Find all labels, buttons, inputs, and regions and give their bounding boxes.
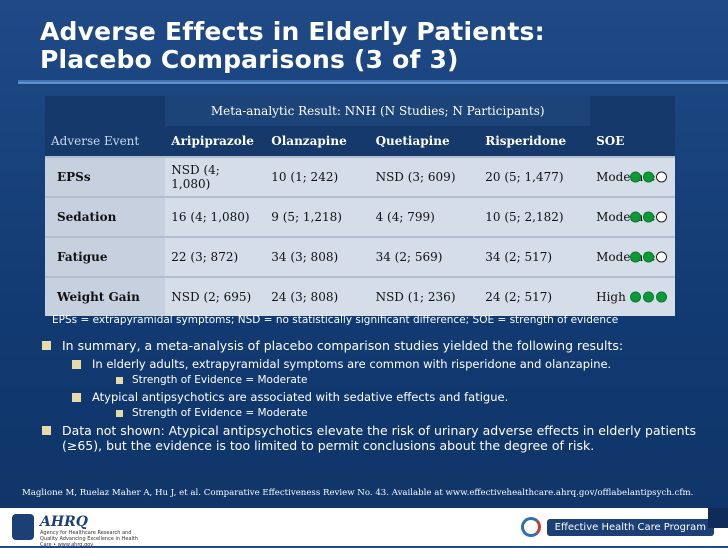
- soe-filled-dot-icon: [656, 291, 667, 303]
- soe-filled-dot-icon: [643, 291, 654, 303]
- col-header-quetiapine: Quetiapine: [369, 126, 480, 157]
- table-row: Fatigue 22 (3; 872) 34 (3; 808) 34 (2; 5…: [45, 236, 675, 277]
- cell-olanzapine: 9 (5; 1,218): [265, 196, 370, 237]
- soe-label: Moderate: [596, 170, 656, 184]
- table-column-header-row: Adverse Event Aripiprazole Olanzapine Qu…: [45, 126, 675, 157]
- cell-quetiapine: NSD (1; 236): [369, 276, 480, 316]
- cell-soe: Moderate: [590, 196, 675, 237]
- bullet-text: In elderly adults, extrapyramidal sympto…: [92, 357, 612, 371]
- cell-risperidone: 20 (5; 1,477): [479, 156, 591, 197]
- bullet-level2: Atypical antipsychotics are associated w…: [70, 390, 710, 404]
- cell-risperidone: 10 (5; 2,182): [479, 196, 591, 237]
- soe-filled-dot-icon: [643, 211, 654, 223]
- soe-empty-dot-icon: [656, 251, 667, 263]
- row-event: Sedation: [45, 196, 166, 237]
- bullet-text: Strength of Evidence = Moderate: [132, 374, 308, 386]
- bullet-text: Strength of Evidence = Moderate: [132, 407, 308, 419]
- cell-soe: Moderate: [590, 236, 675, 277]
- bullet-level3: Strength of Evidence = Moderate: [114, 407, 710, 420]
- cell-aripiprazole: 16 (4; 1,080): [165, 196, 266, 237]
- soe-empty-dot-icon: [656, 211, 667, 223]
- corner-accent: [708, 508, 728, 528]
- soe-rating-dots: [630, 291, 667, 303]
- soe-label: Moderate: [596, 250, 656, 264]
- soe-rating-dots: [630, 171, 667, 183]
- soe-empty-dot-icon: [656, 171, 667, 183]
- square-bullet-icon: [42, 426, 51, 435]
- soe-filled-dot-icon: [643, 251, 654, 263]
- soe-filled-dot-icon: [630, 251, 641, 263]
- table-row: EPSs NSD (4; 1,080) 10 (1; 242) NSD (3; …: [45, 156, 675, 197]
- square-bullet-icon: [72, 360, 81, 369]
- ahrq-wordmark: AHRQ: [40, 514, 88, 530]
- cell-quetiapine: 34 (2; 569): [369, 236, 480, 277]
- cell-olanzapine: 24 (3; 808): [265, 276, 370, 316]
- bullet-level1: Data not shown: Atypical antipsychotics …: [40, 423, 710, 453]
- soe-label: Moderate: [596, 210, 656, 224]
- cell-aripiprazole: 22 (3; 872): [165, 236, 266, 277]
- cell-soe: Moderate: [590, 156, 675, 197]
- results-table: Meta-analytic Result: NNH (N Studies; N …: [45, 96, 675, 316]
- cell-quetiapine: NSD (3; 609): [369, 156, 480, 197]
- title-rule-highlight: [18, 82, 728, 84]
- bullet-level1: In summary, a meta-analysis of placebo c…: [40, 338, 710, 353]
- soe-filled-dot-icon: [630, 291, 641, 303]
- square-bullet-icon: [72, 393, 81, 402]
- col-header-aripiprazole: Aripiprazole: [165, 126, 266, 157]
- ahrq-tagline: Agency for Healthcare Research and Quali…: [40, 530, 139, 548]
- table-row: Weight Gain NSD (2; 695) 24 (3; 808) NSD…: [45, 276, 675, 316]
- cell-aripiprazole: NSD (4; 1,080): [165, 156, 266, 197]
- soe-label: High: [596, 290, 626, 304]
- title-rule: [18, 80, 728, 83]
- col-header-soe: SOE: [590, 126, 675, 157]
- footer-bar: AHRQ Agency for Healthcare Research and …: [0, 508, 728, 548]
- bullet-text: In summary, a meta-analysis of placebo c…: [62, 338, 624, 353]
- soe-filled-dot-icon: [630, 171, 641, 183]
- slide-title: Adverse Effects in Elderly Patients: Pla…: [40, 18, 545, 74]
- ehc-swirl-icon: [520, 517, 541, 537]
- soe-rating-dots: [630, 251, 667, 263]
- table-row: Sedation 16 (4; 1,080) 9 (5; 1,218) 4 (4…: [45, 196, 675, 237]
- cell-aripiprazole: NSD (2; 695): [165, 276, 266, 316]
- abbreviations-note: EPSs = extrapyramidal symptoms; NSD = no…: [52, 314, 619, 326]
- cell-olanzapine: 34 (3; 808): [265, 236, 370, 277]
- square-bullet-icon: [116, 410, 123, 417]
- cell-risperidone: 24 (2; 517): [479, 276, 591, 316]
- row-event: Fatigue: [45, 236, 166, 277]
- cell-soe: High: [590, 276, 675, 316]
- meta-analysis-header: Meta-analytic Result: NNH (N Studies; N …: [165, 96, 591, 126]
- cell-risperidone: 34 (2; 517): [479, 236, 591, 277]
- bullet-level3: Strength of Evidence = Moderate: [114, 374, 710, 387]
- title-line-1: Adverse Effects in Elderly Patients:: [40, 17, 545, 46]
- soe-rating-dots: [630, 211, 667, 223]
- bullet-text: Data not shown: Atypical antipsychotics …: [62, 423, 697, 453]
- cell-olanzapine: 10 (1; 242): [265, 156, 370, 197]
- col-header-adverse-event: Adverse Event: [45, 126, 166, 157]
- cell-quetiapine: 4 (4; 799): [369, 196, 480, 237]
- col-header-olanzapine: Olanzapine: [265, 126, 370, 157]
- summary-bullets: In summary, a meta-analysis of placebo c…: [40, 338, 710, 457]
- col-header-risperidone: Risperidone: [479, 126, 591, 157]
- ahrq-logo: AHRQ Agency for Healthcare Research and …: [40, 514, 150, 548]
- row-event: EPSs: [45, 156, 166, 197]
- ehc-logo: Effective Health Care Program: [520, 517, 714, 537]
- citation: Maglione M, Ruelaz Maher A, Hu J, et al.…: [22, 488, 694, 498]
- soe-filled-dot-icon: [643, 171, 654, 183]
- table-header-group-row: Meta-analytic Result: NNH (N Studies; N …: [45, 96, 675, 126]
- bullet-text: Atypical antipsychotics are associated w…: [92, 390, 509, 404]
- ehc-label: Effective Health Care Program: [546, 518, 714, 536]
- bullet-level2: In elderly adults, extrapyramidal sympto…: [70, 357, 710, 371]
- row-event: Weight Gain: [45, 276, 166, 316]
- header-blank: [45, 96, 166, 126]
- title-line-2: Placebo Comparisons (3 of 3): [40, 45, 459, 74]
- hhs-eagle-logo-icon: [12, 514, 34, 540]
- square-bullet-icon: [42, 341, 51, 350]
- square-bullet-icon: [116, 377, 123, 384]
- soe-filled-dot-icon: [630, 211, 641, 223]
- header-blank-soe: [590, 96, 675, 126]
